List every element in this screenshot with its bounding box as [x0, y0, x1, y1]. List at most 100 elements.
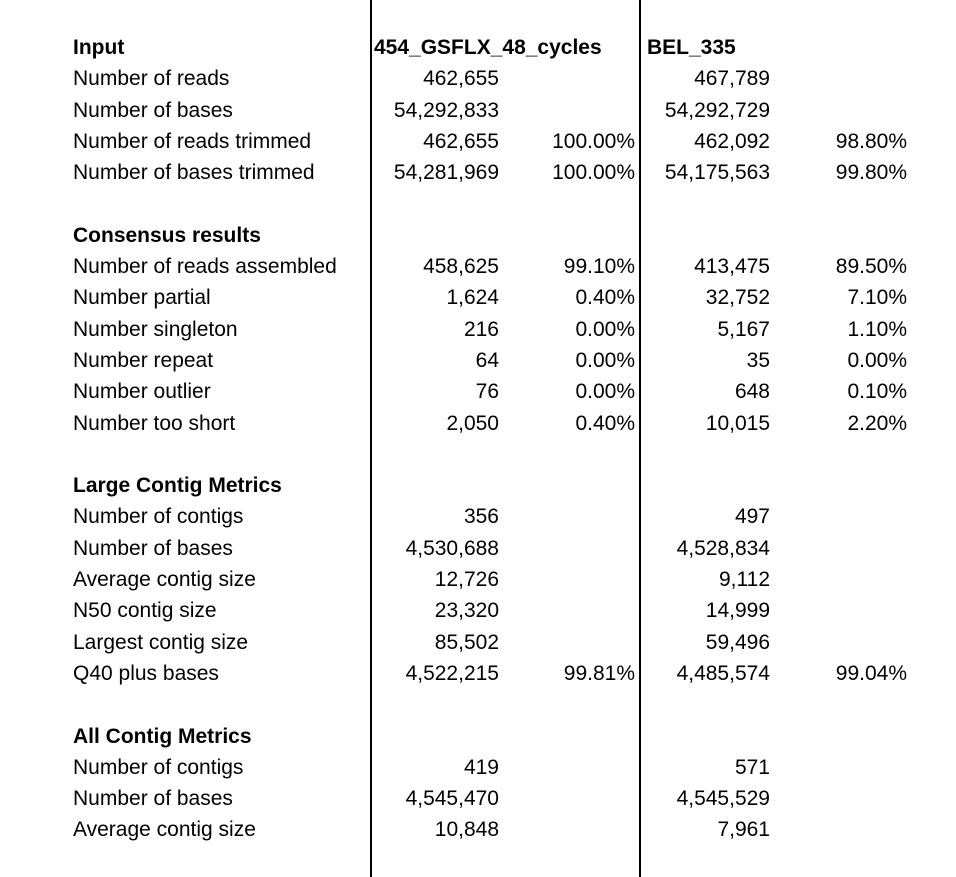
value-col2: 467,789: [694, 67, 770, 91]
row-label: Number of bases: [73, 536, 233, 560]
table-row: Number of bases 4,530,688 4,528,834: [0, 533, 956, 564]
row-label: Number of bases trimmed: [73, 161, 315, 185]
section-header-all-contig: All Contig Metrics: [0, 721, 956, 752]
table-row: Number of contigs 356 497: [0, 501, 956, 532]
percent-col2: 89.50%: [835, 255, 907, 279]
percent-col2: 7.10%: [847, 286, 907, 310]
percent-col2: 0.00%: [847, 348, 907, 372]
section-spacer: [0, 188, 956, 219]
section-title: All Contig Metrics: [73, 724, 252, 748]
section-rows-input: Number of reads 462,655 467,789 Number of b…: [0, 63, 956, 188]
value-col1: 462,655: [423, 67, 499, 91]
table-row: Number of reads trimmed 462,655 100.00% 462…: [0, 126, 956, 157]
value-col1: 54,292,833: [393, 98, 499, 122]
value-col2: 4,545,529: [676, 787, 770, 811]
value-col2: 571: [734, 755, 770, 779]
value-col1: 458,625: [423, 255, 499, 279]
value-col1: 64: [475, 348, 499, 372]
table-row: Number of bases 4,545,470 4,545,529: [0, 783, 956, 814]
percent-col1: 0.00%: [575, 380, 635, 404]
row-label: Number of contigs: [73, 505, 244, 529]
row-label: Number of reads assembled: [73, 255, 337, 279]
section-title: Consensus results: [73, 223, 261, 247]
section-title: Input: [73, 36, 125, 59]
percent-col1: 0.00%: [575, 348, 635, 372]
row-label: Number of bases: [73, 787, 233, 811]
value-col1: 4,545,470: [405, 787, 499, 811]
table-row: Number too short 2,050 0.40% 10,015 2.20%: [0, 408, 956, 439]
percent-col1: 100.00%: [552, 129, 635, 153]
column-header-1: 454_GSFLX_48_cycles: [374, 36, 602, 59]
value-col2: 462,092: [694, 129, 770, 153]
row-label: Number repeat: [73, 348, 214, 372]
value-col1: 2,050: [446, 411, 499, 435]
column-divider-2: [639, 0, 641, 877]
percent-col1: 99.81%: [563, 661, 635, 685]
section-header-large-contig: Large Contig Metrics: [0, 470, 956, 501]
value-col2: 4,528,834: [676, 536, 770, 560]
table-row: Number of reads 462,655 467,789: [0, 63, 956, 94]
value-col2: 5,167: [717, 317, 770, 341]
row-label: Average contig size: [73, 818, 256, 842]
value-col2: 10,015: [705, 411, 770, 435]
table-row: Number of bases 54,292,833 54,292,729: [0, 95, 956, 126]
percent-col2: 1.10%: [847, 317, 907, 341]
value-col1: 419: [463, 755, 499, 779]
value-col2: 14,999: [705, 599, 770, 623]
value-col1: 76: [475, 380, 499, 404]
value-col1: 10,848: [434, 818, 499, 842]
table-row: Q40 plus bases 4,522,215 99.81% 4,485,574 99…: [0, 658, 956, 689]
row-label: N50 contig size: [73, 599, 217, 623]
section-title: Large Contig Metrics: [73, 474, 282, 498]
value-col1: 356: [463, 505, 499, 529]
column-divider-1: [370, 0, 372, 877]
table-row: Average contig size 10,848 7,961: [0, 814, 956, 845]
row-label: Number outlier: [73, 380, 211, 404]
percent-col1: 0.40%: [575, 286, 635, 310]
value-col2: 648: [734, 380, 770, 404]
column-header-2: BEL_335: [647, 36, 736, 59]
table-row: Number repeat 64 0.00% 35 0.00%: [0, 345, 956, 376]
percent-col2: 99.04%: [835, 661, 907, 685]
value-col1: 54,281,969: [393, 161, 499, 185]
percent-col1: 0.40%: [575, 411, 635, 435]
section-rows-large-contig: Number of contigs 356 497 Number of bases 4,…: [0, 501, 956, 689]
table-row: Number partial 1,624 0.40% 32,752 7.10%: [0, 282, 956, 313]
table-row: Number of contigs 419 571: [0, 752, 956, 783]
percent-col2: 0.10%: [847, 380, 907, 404]
value-col1: 1,624: [446, 286, 499, 310]
value-col2: 54,292,729: [664, 98, 770, 122]
percent-col1: 0.00%: [575, 317, 635, 341]
row-label: Largest contig size: [73, 630, 249, 654]
row-label: Number too short: [73, 411, 236, 435]
value-col2: 54,175,563: [664, 161, 770, 185]
row-label: Number of bases: [73, 98, 233, 122]
value-col1: 462,655: [423, 129, 499, 153]
table-row: Number singleton 216 0.00% 5,167 1.10%: [0, 314, 956, 345]
value-col1: 23,320: [434, 599, 499, 623]
table-row: Number of bases trimmed 54,281,969 100.00%…: [0, 157, 956, 188]
value-col2: 59,496: [705, 630, 770, 654]
row-label: Q40 plus bases: [73, 661, 219, 685]
value-col2: 32,752: [705, 286, 770, 310]
section-spacer: [0, 439, 956, 470]
section-rows-all-contig: Number of contigs 419 571 Number of bases 4,…: [0, 752, 956, 846]
percent-col1: 100.00%: [552, 161, 635, 185]
value-col1: 12,726: [434, 568, 499, 592]
row-label: Number of reads trimmed: [73, 129, 312, 153]
value-col2: 4,485,574: [676, 661, 770, 685]
section-header-consensus: Consensus results: [0, 220, 956, 251]
table-row: Number of reads assembled 458,625 99.10% 41…: [0, 251, 956, 282]
value-col2: 413,475: [694, 255, 770, 279]
value-col1: 4,530,688: [405, 536, 499, 560]
value-col2: 497: [734, 505, 770, 529]
row-label: Number partial: [73, 286, 211, 310]
section-header-input: Input 454_GSFLX_48_cycles BEL_335: [0, 32, 956, 63]
value-col2: 9,112: [719, 568, 770, 592]
percent-col1: 99.10%: [563, 255, 635, 279]
percent-col2: 98.80%: [835, 129, 907, 153]
percent-col2: 99.80%: [835, 161, 907, 185]
row-label: Average contig size: [73, 568, 256, 592]
table-row: Number outlier 76 0.00% 648 0.10%: [0, 376, 956, 407]
value-col2: 7,961: [717, 818, 770, 842]
